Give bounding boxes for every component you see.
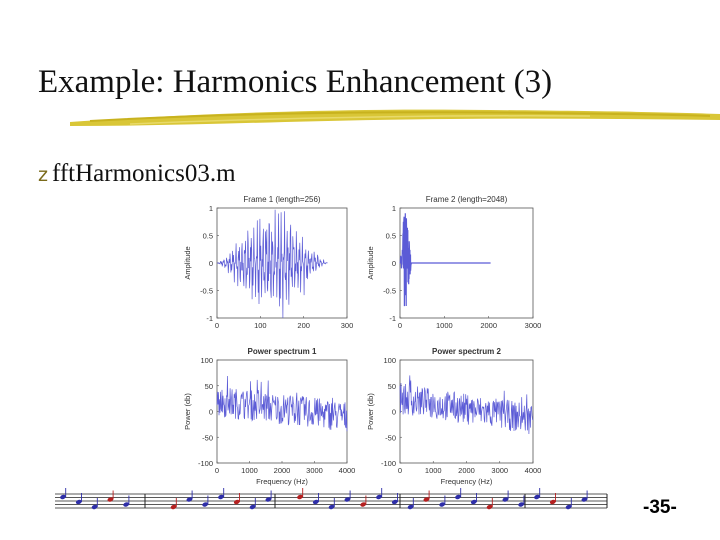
music-note [60,494,66,500]
music-note [265,497,272,502]
x-tick-label: 4000 [339,466,356,475]
music-note [407,504,414,510]
music-note [376,494,382,500]
music-note [360,502,367,507]
music-note [502,497,509,502]
y-tick-label: -100 [381,459,396,468]
music-note [202,502,209,507]
page-number: -35- [643,497,677,518]
music-note [170,504,177,510]
music-note [518,502,525,507]
x-tick-label: 300 [341,321,354,330]
music-note [344,497,351,502]
music-note [565,504,572,510]
music-note [328,504,335,510]
x-tick-label: 3000 [525,321,542,330]
y-tick-label: -1 [389,314,396,323]
music-note [123,502,130,507]
x-tick-label: 100 [254,321,267,330]
x-axis-label: Frequency (Hz) [256,477,308,486]
music-note [470,499,477,505]
y-tick-label: -1 [206,314,213,323]
y-tick-label: 0.5 [386,232,396,241]
music-note [391,499,398,505]
y-tick-label: -50 [202,433,213,442]
y-tick-label: 0 [209,408,213,417]
bullet-icon: z [38,164,48,186]
y-axis-label: Power (db) [366,393,375,430]
music-note [91,504,98,510]
music-note [297,494,303,500]
x-tick-label: 1000 [425,466,442,475]
x-tick-label: 1000 [436,321,453,330]
y-tick-label: 1 [209,204,213,213]
bullet-text: fftHarmonics03.m [51,160,236,187]
x-tick-label: 0 [398,466,402,475]
title-underline-brushstroke [70,109,720,126]
series-line [399,213,491,307]
music-note [218,494,224,500]
y-tick-label: 0 [392,408,396,417]
y-tick-label: 0 [392,259,396,268]
music-note [233,499,240,505]
music-staff-decoration [55,488,608,510]
music-note [423,497,430,502]
plot-axes-box [216,359,348,464]
y-tick-label: -50 [385,433,396,442]
x-tick-label: 2000 [458,466,475,475]
y-axis-label: Amplitude [183,246,192,279]
x-tick-label: 2000 [480,321,497,330]
music-note [312,499,319,505]
x-tick-label: 3000 [491,466,508,475]
music-note [455,494,461,500]
x-tick-label: 0 [215,321,219,330]
slide-title: Example: Harmonics Enhancement (3) [38,64,553,100]
music-note [549,499,556,505]
x-tick-label: 0 [215,466,219,475]
music-note [75,499,82,505]
y-tick-label: -0.5 [200,287,213,296]
series-line [217,209,328,319]
x-tick-label: 2000 [274,466,291,475]
y-tick-label: 100 [200,356,213,365]
series-line [216,375,348,432]
y-tick-label: -0.5 [383,287,396,296]
plot-title: Power spectrum 2 [432,347,501,356]
x-tick-label: 1000 [241,466,258,475]
y-tick-label: -100 [198,459,213,468]
music-note [186,497,193,502]
plot-axes-box [399,359,534,464]
music-note [107,497,114,502]
x-tick-label: 0 [398,321,402,330]
music-note [581,497,588,502]
y-tick-label: 1 [392,204,396,213]
bullet-item: z fftHarmonics03.m [38,160,236,188]
x-tick-label: 200 [297,321,310,330]
y-tick-label: 100 [383,356,396,365]
y-tick-label: 50 [205,382,213,391]
series-line [399,375,534,435]
music-note [534,494,540,500]
y-tick-label: 50 [388,382,396,391]
y-axis-label: Amplitude [366,246,375,279]
x-tick-label: 3000 [306,466,323,475]
music-note [486,504,493,510]
music-note [249,504,256,510]
y-tick-label: 0.5 [203,232,213,241]
x-axis-label: Frequency (Hz) [441,477,493,486]
plot-title: Power spectrum 1 [248,347,317,356]
y-axis-label: Power (db) [183,393,192,430]
plot-title: Frame 2 (length=2048) [426,195,508,204]
y-tick-label: 0 [209,259,213,268]
x-tick-label: 4000 [525,466,542,475]
plot-title: Frame 1 (length=256) [243,195,320,204]
music-note [439,502,446,507]
